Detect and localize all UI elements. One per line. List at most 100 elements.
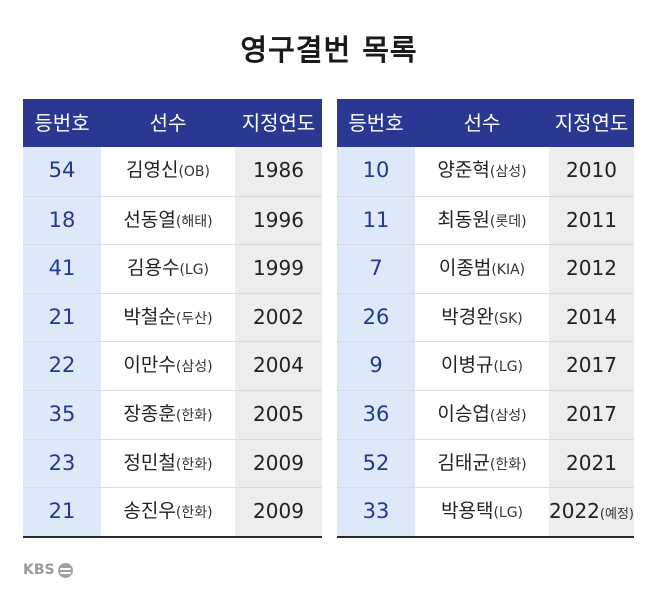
table-row: 21 박철순(두산) 2002 (23, 292, 322, 342)
player-name: 박용택 (440, 500, 494, 523)
cell-number: 54 (23, 147, 101, 196)
kbs-logo-icon (57, 562, 73, 578)
table-row: 22 이만수(삼성) 2004 (23, 341, 322, 390)
cell-year: 2012 (549, 245, 634, 293)
table-row: 52 김태균(한화) 2021 (337, 438, 634, 488)
cell-number: 35 (23, 390, 101, 439)
cell-year: 2010 (549, 147, 634, 196)
cell-player: 박용택(LG) (415, 488, 549, 536)
cell-number: 36 (337, 390, 415, 439)
header-player: 선수 (149, 111, 187, 135)
player-name: 선동열 (123, 208, 176, 231)
player-name: 김태균 (437, 451, 490, 474)
cell-player: 이병규(LG) (415, 342, 549, 390)
player-team: (LG) (493, 359, 524, 376)
cell-player: 이승엽(삼성) (415, 390, 549, 439)
year-value: 2017 (566, 401, 617, 426)
table-row: 35 장종훈(한화) 2005 (23, 389, 322, 439)
cell-number: 11 (337, 196, 415, 245)
year-value: 2017 (566, 353, 617, 378)
cell-number: 21 (23, 293, 101, 342)
player-name: 송진우 (123, 500, 176, 523)
header-number: 등번호 (348, 111, 404, 135)
cell-number: 22 (23, 342, 101, 390)
player-team: (LG) (493, 505, 524, 522)
table-row: 7 이종범(KIA) 2012 (337, 244, 634, 293)
cell-year: 2014 (549, 293, 634, 342)
table-row: 21 송진우(한화) 2009 (23, 487, 322, 536)
player-team: (해태) (175, 213, 213, 230)
cell-number: 52 (337, 439, 415, 488)
cell-player: 최동원(롯데) (415, 196, 549, 245)
cell-year: 2017 (549, 390, 634, 439)
cell-number: 26 (337, 293, 415, 342)
player-team: (삼성) (489, 407, 527, 424)
table-header-row: 등번호 선수 지정연도 (23, 99, 322, 147)
cell-year: 2022(예정) (549, 488, 634, 536)
player-name: 김용수 (126, 257, 180, 280)
year-value: 2012 (566, 256, 617, 281)
table-row: 36 이승엽(삼성) 2017 (337, 389, 634, 439)
player-team: (한화) (489, 456, 527, 473)
table-row: 33 박용택(LG) 2022(예정) (337, 487, 634, 536)
year-value: 2009 (253, 450, 304, 475)
player-name: 박경완 (441, 305, 494, 328)
player-team: (KIA) (491, 262, 526, 279)
cell-year: 1996 (235, 196, 322, 245)
cell-number: 7 (337, 245, 415, 293)
cell-number: 33 (337, 488, 415, 536)
logo-text: KBS (23, 562, 55, 578)
cell-year: 2017 (549, 342, 634, 390)
year-value: 2021 (566, 450, 617, 475)
player-team: (LG) (179, 262, 210, 279)
cell-player: 박경완(SK) (415, 293, 549, 342)
cell-year: 1999 (235, 245, 322, 293)
cell-player: 송진우(한화) (101, 488, 235, 536)
page-title: 영구결번 목록 (240, 33, 418, 67)
player-team: (OB) (178, 164, 210, 180)
cell-year: 2021 (549, 439, 634, 488)
cell-number: 18 (23, 196, 101, 245)
cell-year: 2011 (549, 196, 634, 245)
player-team: (한화) (175, 456, 213, 473)
header-player: 선수 (463, 111, 501, 135)
player-name: 정민철 (123, 451, 176, 474)
player-team: (삼성) (489, 164, 527, 180)
year-value: 2004 (253, 353, 304, 378)
kbs-logo: KBS (23, 562, 73, 578)
header-year: 지정연도 (554, 111, 629, 135)
cell-number: 21 (23, 488, 101, 536)
cell-player: 박철순(두산) (101, 293, 235, 342)
player-team: (삼성) (175, 359, 213, 376)
table-header-row: 등번호 선수 지정연도 (337, 99, 634, 147)
cell-number: 9 (337, 342, 415, 390)
retired-numbers-table-left: 등번호 선수 지정연도 54 김영신(OB) 1986 18 선동열(해태) 1996 41… (23, 99, 322, 538)
year-value: 1999 (253, 256, 304, 281)
player-name: 이만수 (123, 354, 176, 377)
header-year: 지정연도 (241, 111, 316, 135)
cell-number: 41 (23, 245, 101, 293)
cell-year: 2009 (235, 488, 322, 536)
cell-year: 2002 (235, 293, 322, 342)
cell-player: 김용수(LG) (101, 245, 235, 293)
player-name: 양준혁 (437, 159, 490, 181)
table-row: 23 정민철(한화) 2009 (23, 438, 322, 488)
player-team: (한화) (175, 505, 213, 522)
table-body: 10 양준혁(삼성) 2010 11 최동원(롯데) 2011 7 이종범(KIA) 2012 2… (337, 147, 634, 536)
player-name: 최동원 (437, 208, 490, 231)
player-name: 이종범 (438, 257, 492, 280)
cell-player: 김태균(한화) (415, 439, 549, 488)
year-value: 2005 (253, 401, 304, 426)
cell-player: 정민철(한화) (101, 439, 235, 488)
cell-player: 장종훈(한화) (101, 390, 235, 439)
cell-number: 10 (337, 147, 415, 196)
year-value: 2014 (566, 304, 617, 329)
player-name: 이승엽 (437, 402, 490, 425)
table-row: 11 최동원(롯데) 2011 (337, 195, 634, 245)
player-team: (SK) (493, 310, 523, 327)
year-value: 2002 (253, 304, 304, 329)
table-row: 18 선동열(해태) 1996 (23, 195, 322, 245)
table-row: 41 김용수(LG) 1999 (23, 244, 322, 293)
cell-player: 양준혁(삼성) (415, 147, 549, 196)
table-body: 54 김영신(OB) 1986 18 선동열(해태) 1996 41 김용수(LG) 1999 2… (23, 147, 322, 536)
